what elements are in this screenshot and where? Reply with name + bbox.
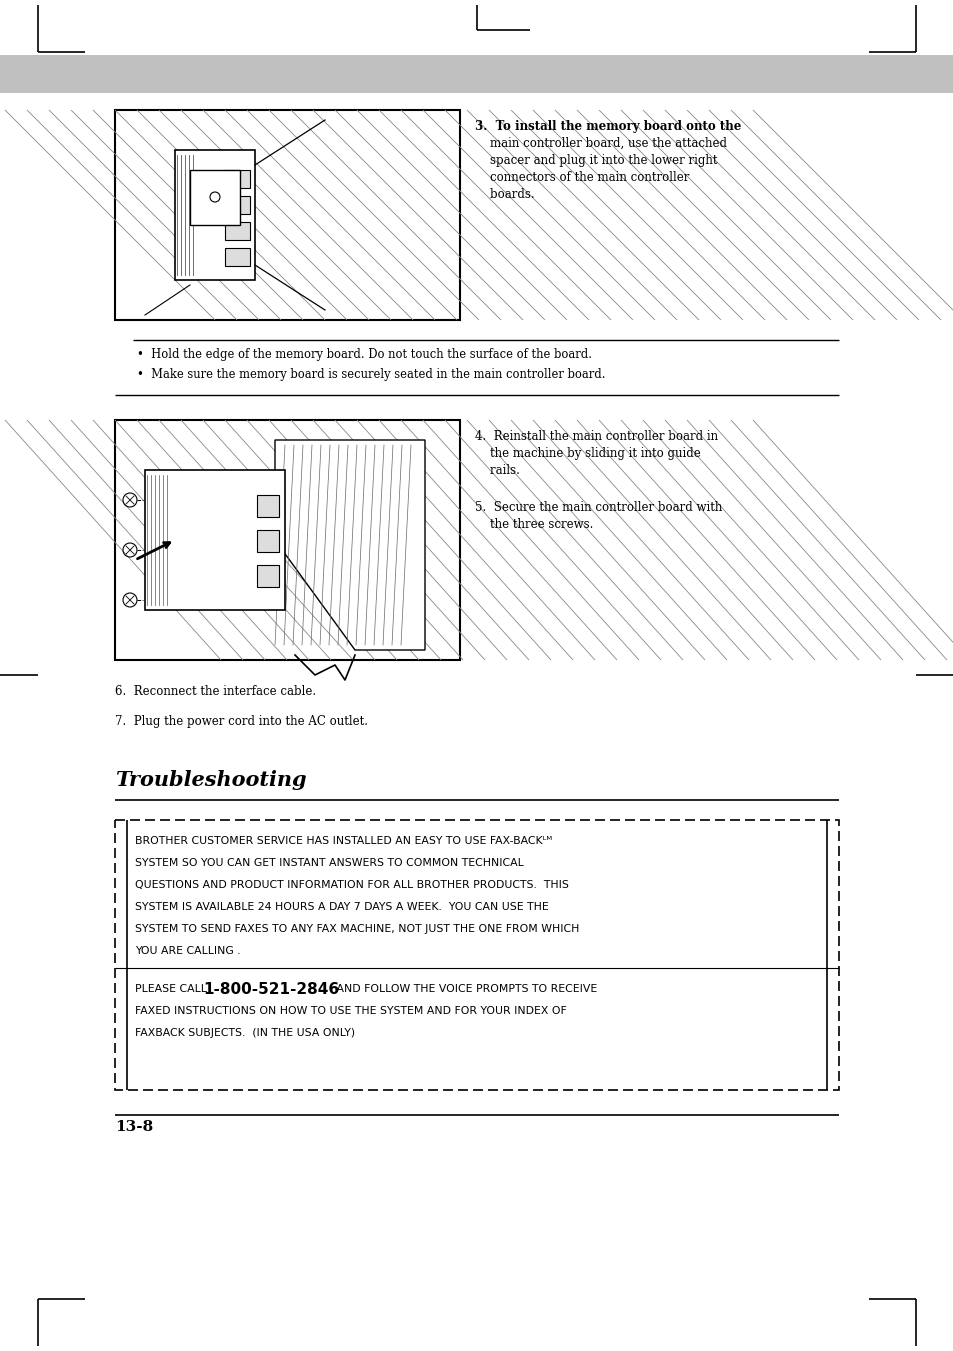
Bar <box>190 170 240 226</box>
Bar <box>0 55 953 93</box>
Text: boards.: boards. <box>475 188 534 201</box>
Bar <box>225 170 250 188</box>
Text: 4.  Reinstall the main controller board in: 4. Reinstall the main controller board i… <box>475 430 718 443</box>
Text: YOU ARE CALLING .: YOU ARE CALLING . <box>135 946 240 957</box>
Text: the machine by sliding it into guide: the machine by sliding it into guide <box>475 447 700 459</box>
Text: AND FOLLOW THE VOICE PROMPTS TO RECEIVE: AND FOLLOW THE VOICE PROMPTS TO RECEIVE <box>333 984 597 994</box>
Bar <box>256 530 278 553</box>
Text: 13-8: 13-8 <box>115 1120 153 1133</box>
Bar <box>115 109 459 320</box>
Text: FAXED INSTRUCTIONS ON HOW TO USE THE SYSTEM AND FOR YOUR INDEX OF: FAXED INSTRUCTIONS ON HOW TO USE THE SYS… <box>135 1006 566 1016</box>
Text: the three screws.: the three screws. <box>475 517 593 531</box>
Text: connectors of the main controller: connectors of the main controller <box>475 172 689 184</box>
Text: rails.: rails. <box>475 463 519 477</box>
Text: 1-800-521-2846: 1-800-521-2846 <box>203 982 338 997</box>
Text: FAXBACK SUBJECTS.  (IN THE USA ONLY): FAXBACK SUBJECTS. (IN THE USA ONLY) <box>135 1028 355 1038</box>
Bar <box>256 494 278 517</box>
Text: SYSTEM IS AVAILABLE 24 HOURS A DAY 7 DAYS A WEEK.  YOU CAN USE THE: SYSTEM IS AVAILABLE 24 HOURS A DAY 7 DAY… <box>135 902 548 912</box>
Text: main controller board, use the attached: main controller board, use the attached <box>475 136 726 150</box>
Bar <box>115 420 459 661</box>
Text: QUESTIONS AND PRODUCT INFORMATION FOR ALL BROTHER PRODUCTS.  THIS: QUESTIONS AND PRODUCT INFORMATION FOR AL… <box>135 880 568 890</box>
Polygon shape <box>274 440 424 650</box>
Bar <box>225 222 250 240</box>
Text: spacer and plug it into the lower right: spacer and plug it into the lower right <box>475 154 717 168</box>
Bar <box>115 820 838 1090</box>
Text: •  Make sure the memory board is securely seated in the main controller board.: • Make sure the memory board is securely… <box>137 367 605 381</box>
Text: 6.  Reconnect the interface cable.: 6. Reconnect the interface cable. <box>115 685 315 698</box>
Text: BROTHER CUSTOMER SERVICE HAS INSTALLED AN EASY TO USE FAX-BACKᴸᴹ: BROTHER CUSTOMER SERVICE HAS INSTALLED A… <box>135 836 552 846</box>
Bar <box>174 150 254 280</box>
Text: 7.  Plug the power cord into the AC outlet.: 7. Plug the power cord into the AC outle… <box>115 715 368 728</box>
Bar <box>225 249 250 266</box>
Bar <box>115 109 459 320</box>
Text: 5.  Secure the main controller board with: 5. Secure the main controller board with <box>475 501 721 513</box>
Text: •  Hold the edge of the memory board. Do not touch the surface of the board.: • Hold the edge of the memory board. Do … <box>137 349 592 361</box>
Text: Troubleshooting: Troubleshooting <box>115 770 306 790</box>
Bar <box>225 196 250 213</box>
Text: SYSTEM TO SEND FAXES TO ANY FAX MACHINE, NOT JUST THE ONE FROM WHICH: SYSTEM TO SEND FAXES TO ANY FAX MACHINE,… <box>135 924 578 934</box>
Bar <box>145 470 285 611</box>
Text: PLEASE CALL: PLEASE CALL <box>135 984 211 994</box>
Text: SYSTEM SO YOU CAN GET INSTANT ANSWERS TO COMMON TECHNICAL: SYSTEM SO YOU CAN GET INSTANT ANSWERS TO… <box>135 858 523 867</box>
Bar <box>256 565 278 586</box>
Text: 3.  To install the memory board onto the: 3. To install the memory board onto the <box>475 120 740 132</box>
